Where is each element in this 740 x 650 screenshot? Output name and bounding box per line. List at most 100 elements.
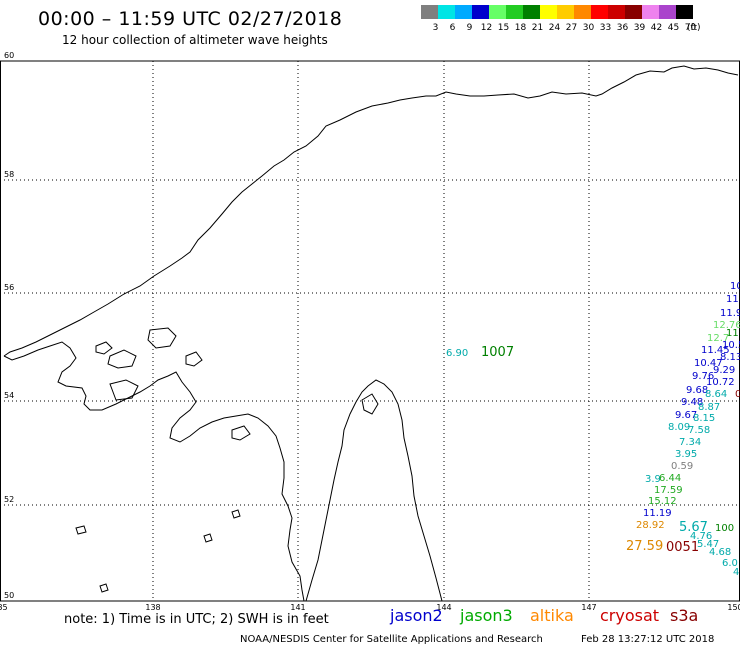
observation-value: 17.59 xyxy=(654,485,683,496)
map-title: 00:00 – 11:59 UTC 02/27/2018 xyxy=(38,8,343,30)
legend-swatch xyxy=(608,5,625,19)
coastline xyxy=(3,65,739,602)
coastline-segment xyxy=(107,349,137,369)
observation-value: 10.47 xyxy=(694,358,723,369)
legend-label: 15 xyxy=(497,23,510,33)
legend-label: 24 xyxy=(548,23,561,33)
observation-value: 12.76 xyxy=(713,320,740,331)
coastline-segment xyxy=(231,509,241,519)
latitude-label: 54 xyxy=(4,391,14,400)
observation-value: 8.09 xyxy=(668,422,690,433)
observation-value: 3.95 xyxy=(675,449,697,460)
observation-value: 11.45 xyxy=(701,345,730,356)
legend-label: 18 xyxy=(514,23,527,33)
legend-label: 36 xyxy=(616,23,629,33)
legend-unit: (ft) xyxy=(687,23,701,33)
legend-swatch xyxy=(659,5,676,19)
coastline-segment xyxy=(147,327,177,349)
observation-value: 4.76 xyxy=(690,531,712,542)
legend-label: 33 xyxy=(599,23,612,33)
longitude-label: 138 xyxy=(145,603,160,612)
longitude-label: 135 xyxy=(0,603,8,612)
observation-value: 0 xyxy=(735,389,740,400)
observation-value: 6.0 xyxy=(722,558,738,569)
observation-value: 9.67 xyxy=(675,410,697,421)
coastline-segment xyxy=(305,379,443,602)
observation-value: 5.47 xyxy=(697,539,719,550)
satellite-cryosat: cryosat xyxy=(600,606,660,625)
legend-swatch xyxy=(574,5,591,19)
observation-value: 11.19 xyxy=(643,508,672,519)
legend-swatch xyxy=(489,5,506,19)
coastline-segment xyxy=(231,425,251,441)
wave-height-observations: 6.9010071011.11.912.761112.710.511.458.1… xyxy=(446,281,740,578)
observation-value: 7.58 xyxy=(688,425,710,436)
latitude-label: 56 xyxy=(4,283,14,292)
longitude-label: 150 xyxy=(727,603,740,612)
observation-value: 0051 xyxy=(666,540,699,555)
observation-value: 27.59 xyxy=(626,539,663,554)
observation-value: 3.9 xyxy=(645,474,661,485)
legend-label: 3 xyxy=(432,23,439,33)
observation-value: 1007 xyxy=(481,345,514,360)
observation-value: 6.90 xyxy=(446,348,468,359)
footer-credit: NOAA/NESDIS Center for Satellite Applica… xyxy=(240,634,543,645)
axis-labels: 60 58 56 54 52 50 135 138 141 144 147 150 xyxy=(0,51,740,612)
satellite-altika: altika xyxy=(530,606,574,625)
longitude-label: 141 xyxy=(290,603,305,612)
observation-value: 9.76 xyxy=(692,371,714,382)
legend-label: 39 xyxy=(633,23,646,33)
observation-value: 7.34 xyxy=(679,437,701,448)
observation-value: 15.12 xyxy=(648,496,677,507)
legend-swatch xyxy=(557,5,574,19)
legend-swatch xyxy=(523,5,540,19)
legend-swatch xyxy=(676,5,693,19)
legend-swatch xyxy=(438,5,455,19)
graticule xyxy=(0,61,740,601)
observation-value: 4.68 xyxy=(709,547,731,558)
legend-label: 45 xyxy=(667,23,680,33)
legend-label: 42 xyxy=(650,23,663,33)
observation-value: 9.48 xyxy=(681,397,703,408)
legend-label: 30 xyxy=(582,23,595,33)
observation-value: 28.92 xyxy=(636,520,665,531)
legend-label: 70 xyxy=(684,23,697,33)
legend-swatch xyxy=(455,5,472,19)
coastline-segment xyxy=(3,341,305,602)
legend-swatch xyxy=(472,5,489,19)
observation-value: 8.64 xyxy=(705,389,727,400)
legend-label: 12 xyxy=(480,23,493,33)
latitude-label: 50 xyxy=(4,591,14,600)
observation-value: 100 xyxy=(715,523,734,534)
observation-value: 4. xyxy=(733,567,740,578)
legend-swatch xyxy=(540,5,557,19)
observation-value: 12.7 xyxy=(707,333,729,344)
coastline-segment xyxy=(95,341,113,355)
legend-label: 6 xyxy=(449,23,456,33)
map-subtitle: 12 hour collection of altimeter wave hei… xyxy=(62,33,328,47)
footer-timestamp: Feb 28 13:27:12 UTC 2018 xyxy=(581,634,715,645)
observation-value: 10.5 xyxy=(722,340,740,351)
footer-note: note: 1) Time is in UTC; 2) SWH is in fe… xyxy=(64,612,329,627)
latitude-label: 52 xyxy=(4,495,14,504)
legend-swatch xyxy=(625,5,642,19)
observation-value: 9.68 xyxy=(686,385,708,396)
satellite-s3a: s3a xyxy=(670,606,699,625)
legend-label: 27 xyxy=(565,23,578,33)
satellite-jason2: jason2 xyxy=(390,606,443,625)
latitude-label: 60 xyxy=(4,51,14,60)
coastline-segment xyxy=(99,583,109,593)
map-background xyxy=(0,61,740,601)
observation-value: 6.44 xyxy=(659,473,681,484)
legend-swatch xyxy=(421,5,438,19)
satellite-jason3: jason3 xyxy=(460,606,513,625)
coastline-segment xyxy=(361,393,379,415)
legend-swatch xyxy=(642,5,659,19)
observation-value: 0.59 xyxy=(671,461,693,472)
observation-value: 11. xyxy=(726,294,740,305)
coastline-segment xyxy=(109,379,139,401)
observation-value: 10.72 xyxy=(706,377,735,388)
observation-value: 8.13 xyxy=(720,352,740,363)
